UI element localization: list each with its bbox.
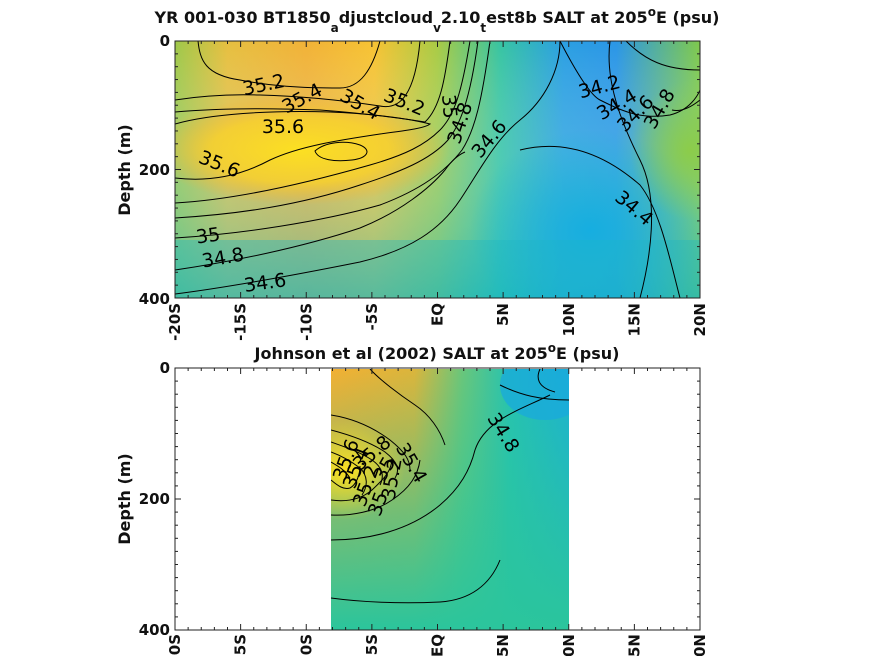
bottom-panel: 34.8 35 35.2 35.4 35.6 35.8 35.4 35.2 35… [115,341,709,656]
x-tick-label: 5N [494,303,512,326]
x-tick-label: EQ [429,634,447,656]
y-tick-label: 0 [160,359,170,377]
y-tick-label: 200 [139,161,170,179]
x-tick-label: 20N [691,634,709,656]
bottom-contours [331,369,569,604]
x-tick-label: 15N [625,303,643,336]
top-x-tick-labels: -20S -15S -10S -5S EQ 5N 10N 15N 20N [166,303,709,341]
x-tick-label: -15S [232,303,250,341]
x-tick-label: -5S [363,634,381,656]
x-tick-label: 10N [560,634,578,656]
bottom-tick-marks [174,367,701,631]
contour-label: 35 [195,223,222,248]
bottom-heatmap [331,369,569,630]
top-panel: 35.2 35.4 35.4 35.2 35.6 35.6 35 34.8 34… [115,5,720,341]
top-contours [175,41,700,298]
top-tick-marks [174,40,701,299]
y-tick-label: 400 [139,290,170,308]
x-tick-label: EQ [429,303,447,326]
y-tick-label: 0 [160,32,170,50]
x-tick-label: -15S [232,634,250,656]
x-tick-label: -10S [297,303,315,341]
x-tick-label: 20N [691,303,709,336]
x-tick-label: 15N [625,634,643,656]
top-heatmap [175,41,700,298]
top-y-axis-label: Depth (m) [115,124,134,216]
x-tick-label: -20S [166,303,184,341]
x-tick-label: -5S [363,303,381,330]
x-tick-label: 10N [560,303,578,336]
x-tick-label: -20S [166,634,184,656]
y-tick-label: 400 [139,621,170,639]
x-tick-label: -10S [297,634,315,656]
bottom-chart-title: Johnson et al (2002) SALT at 205oE (psu) [254,341,620,363]
x-tick-label: 5N [494,634,512,656]
top-chart-title: YR 001-030 BT1850adjustcloudv2.10test8b … [154,5,720,35]
bottom-y-axis-label: Depth (m) [115,453,134,545]
bottom-y-tick-labels: 0 200 400 [139,359,170,639]
bottom-x-tick-labels: -20S -15S -10S -5S EQ 5N 10N 15N 20N [166,634,709,656]
contour-label: 35 [437,93,461,119]
y-tick-label: 200 [139,490,170,508]
top-y-tick-labels: 0 200 400 [139,32,170,308]
contour-label: 35.6 [262,116,304,138]
